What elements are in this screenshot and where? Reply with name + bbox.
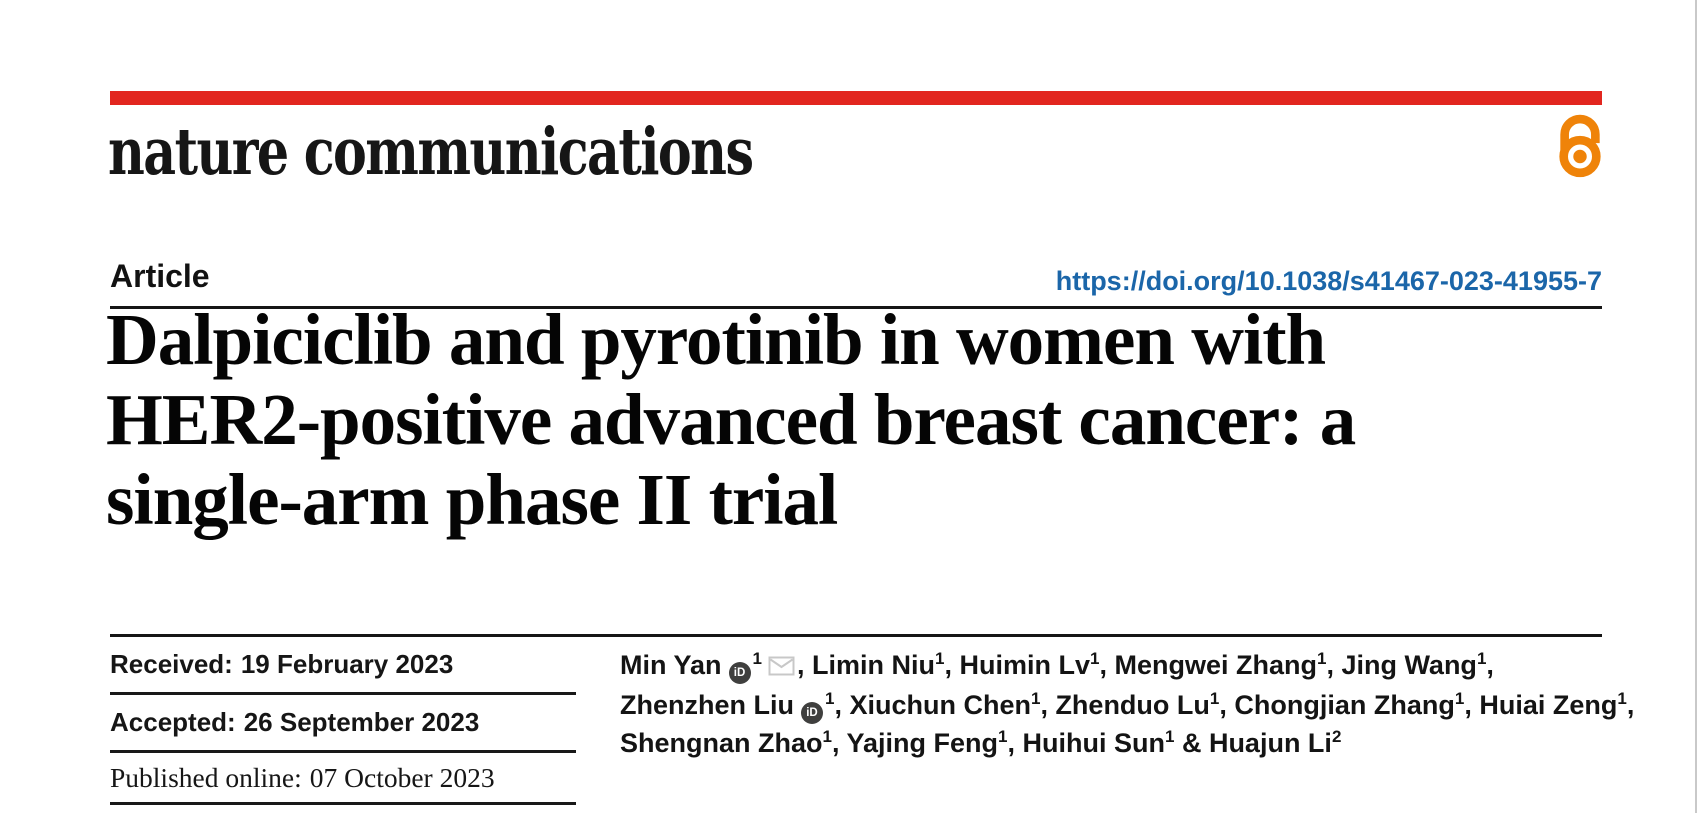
open-access-icon xyxy=(1559,114,1601,178)
author-line: Zhenzhen Liu iD1, Xiuchun Chen1, Zhenduo … xyxy=(620,686,1634,724)
author-name: & Huajun Li xyxy=(1174,728,1332,758)
timeline-label: Published online: xyxy=(110,761,302,793)
timeline: Received: 19 February 2023 Accepted: 26 Sep… xyxy=(110,637,576,805)
page-edge-line xyxy=(1695,0,1697,813)
timeline-label: Accepted: xyxy=(110,707,236,737)
author-name: Shengnan Zhao xyxy=(620,728,823,758)
journal-logo: nature communications xyxy=(108,114,754,190)
affiliation-superscript: 1 xyxy=(935,649,945,668)
author-name: , Zhenduo Lu xyxy=(1040,690,1210,720)
timeline-value: 26 September 2023 xyxy=(243,707,480,737)
article-type-label: Article xyxy=(110,258,210,294)
author-name: , xyxy=(1486,650,1494,680)
timeline-value: 19 February 2023 xyxy=(240,649,454,679)
brand-bar xyxy=(110,91,1602,105)
title-line: Dalpiciclib and pyrotinib in women with xyxy=(106,299,1326,380)
email-icon[interactable] xyxy=(768,648,795,686)
affiliation-superscript: 1 xyxy=(998,727,1008,746)
author-name: , Huimin Lv xyxy=(944,650,1090,680)
author-name: , Limin Niu xyxy=(797,650,935,680)
article-title: Dalpiciclib and pyrotinib in women with H… xyxy=(106,300,1626,540)
author-line: Min Yan iD1, Limin Niu1, Huimin Lv1, Meng… xyxy=(620,646,1620,686)
affiliation-superscript: 1 xyxy=(822,727,832,746)
orcid-icon[interactable]: iD xyxy=(800,702,823,724)
affiliation-superscript: 1 xyxy=(1316,649,1327,668)
author-name: Zhenzhen Liu xyxy=(620,690,794,720)
affiliation-superscript: 1 xyxy=(824,689,835,708)
timeline-label: Received: xyxy=(110,649,233,679)
author-name: , Chongjian Zhang xyxy=(1219,690,1455,720)
timeline-value: 07 October 2023 xyxy=(309,761,495,793)
orcid-icon[interactable]: iD xyxy=(728,662,751,684)
author-list: Min Yan iD1, Limin Niu1, Huimin Lv1, Meng… xyxy=(620,646,1634,762)
affiliation-superscript: 1 xyxy=(1030,689,1041,708)
timeline-row: Accepted: 26 September 2023 xyxy=(110,695,576,753)
timeline-row: Received: 19 February 2023 xyxy=(110,637,576,695)
doi-link[interactable]: https://doi.org/10.1038/s41467-023-41955… xyxy=(1055,266,1602,296)
title-line: HER2-positive advanced breast cancer: a xyxy=(106,379,1356,460)
author-name: , xyxy=(1626,690,1635,720)
author-name: , Huiai Zeng xyxy=(1464,690,1618,720)
affiliation-superscript: 1 xyxy=(1164,727,1175,746)
affiliation-superscript: 1 xyxy=(1617,689,1627,708)
meta-top-rule xyxy=(110,634,1602,637)
affiliation-superscript: 1 xyxy=(1089,649,1100,668)
author-name: , Xiuchun Chen xyxy=(834,690,1031,720)
title-line: single-arm phase II trial xyxy=(106,459,838,540)
author-name: , Yajing Feng xyxy=(831,728,999,758)
affiliation-superscript: 2 xyxy=(1331,727,1342,746)
kicker-divider-rule xyxy=(110,306,1602,309)
author-name: , Mengwei Zhang xyxy=(1099,650,1317,680)
affiliation-superscript: 1 xyxy=(752,649,762,668)
affiliation-superscript: 1 xyxy=(1454,689,1465,708)
author-name: Min Yan xyxy=(620,650,722,680)
author-name: , Huihui Sun xyxy=(1007,728,1165,758)
author-line: Shengnan Zhao1, Yajing Feng1, Huihui Sun… xyxy=(620,724,1620,762)
affiliation-superscript: 1 xyxy=(1476,649,1487,668)
affiliation-superscript: 1 xyxy=(1209,689,1220,708)
timeline-row: Published online: 07 October 2023 xyxy=(110,753,576,805)
author-name: , Jing Wang xyxy=(1326,650,1477,680)
